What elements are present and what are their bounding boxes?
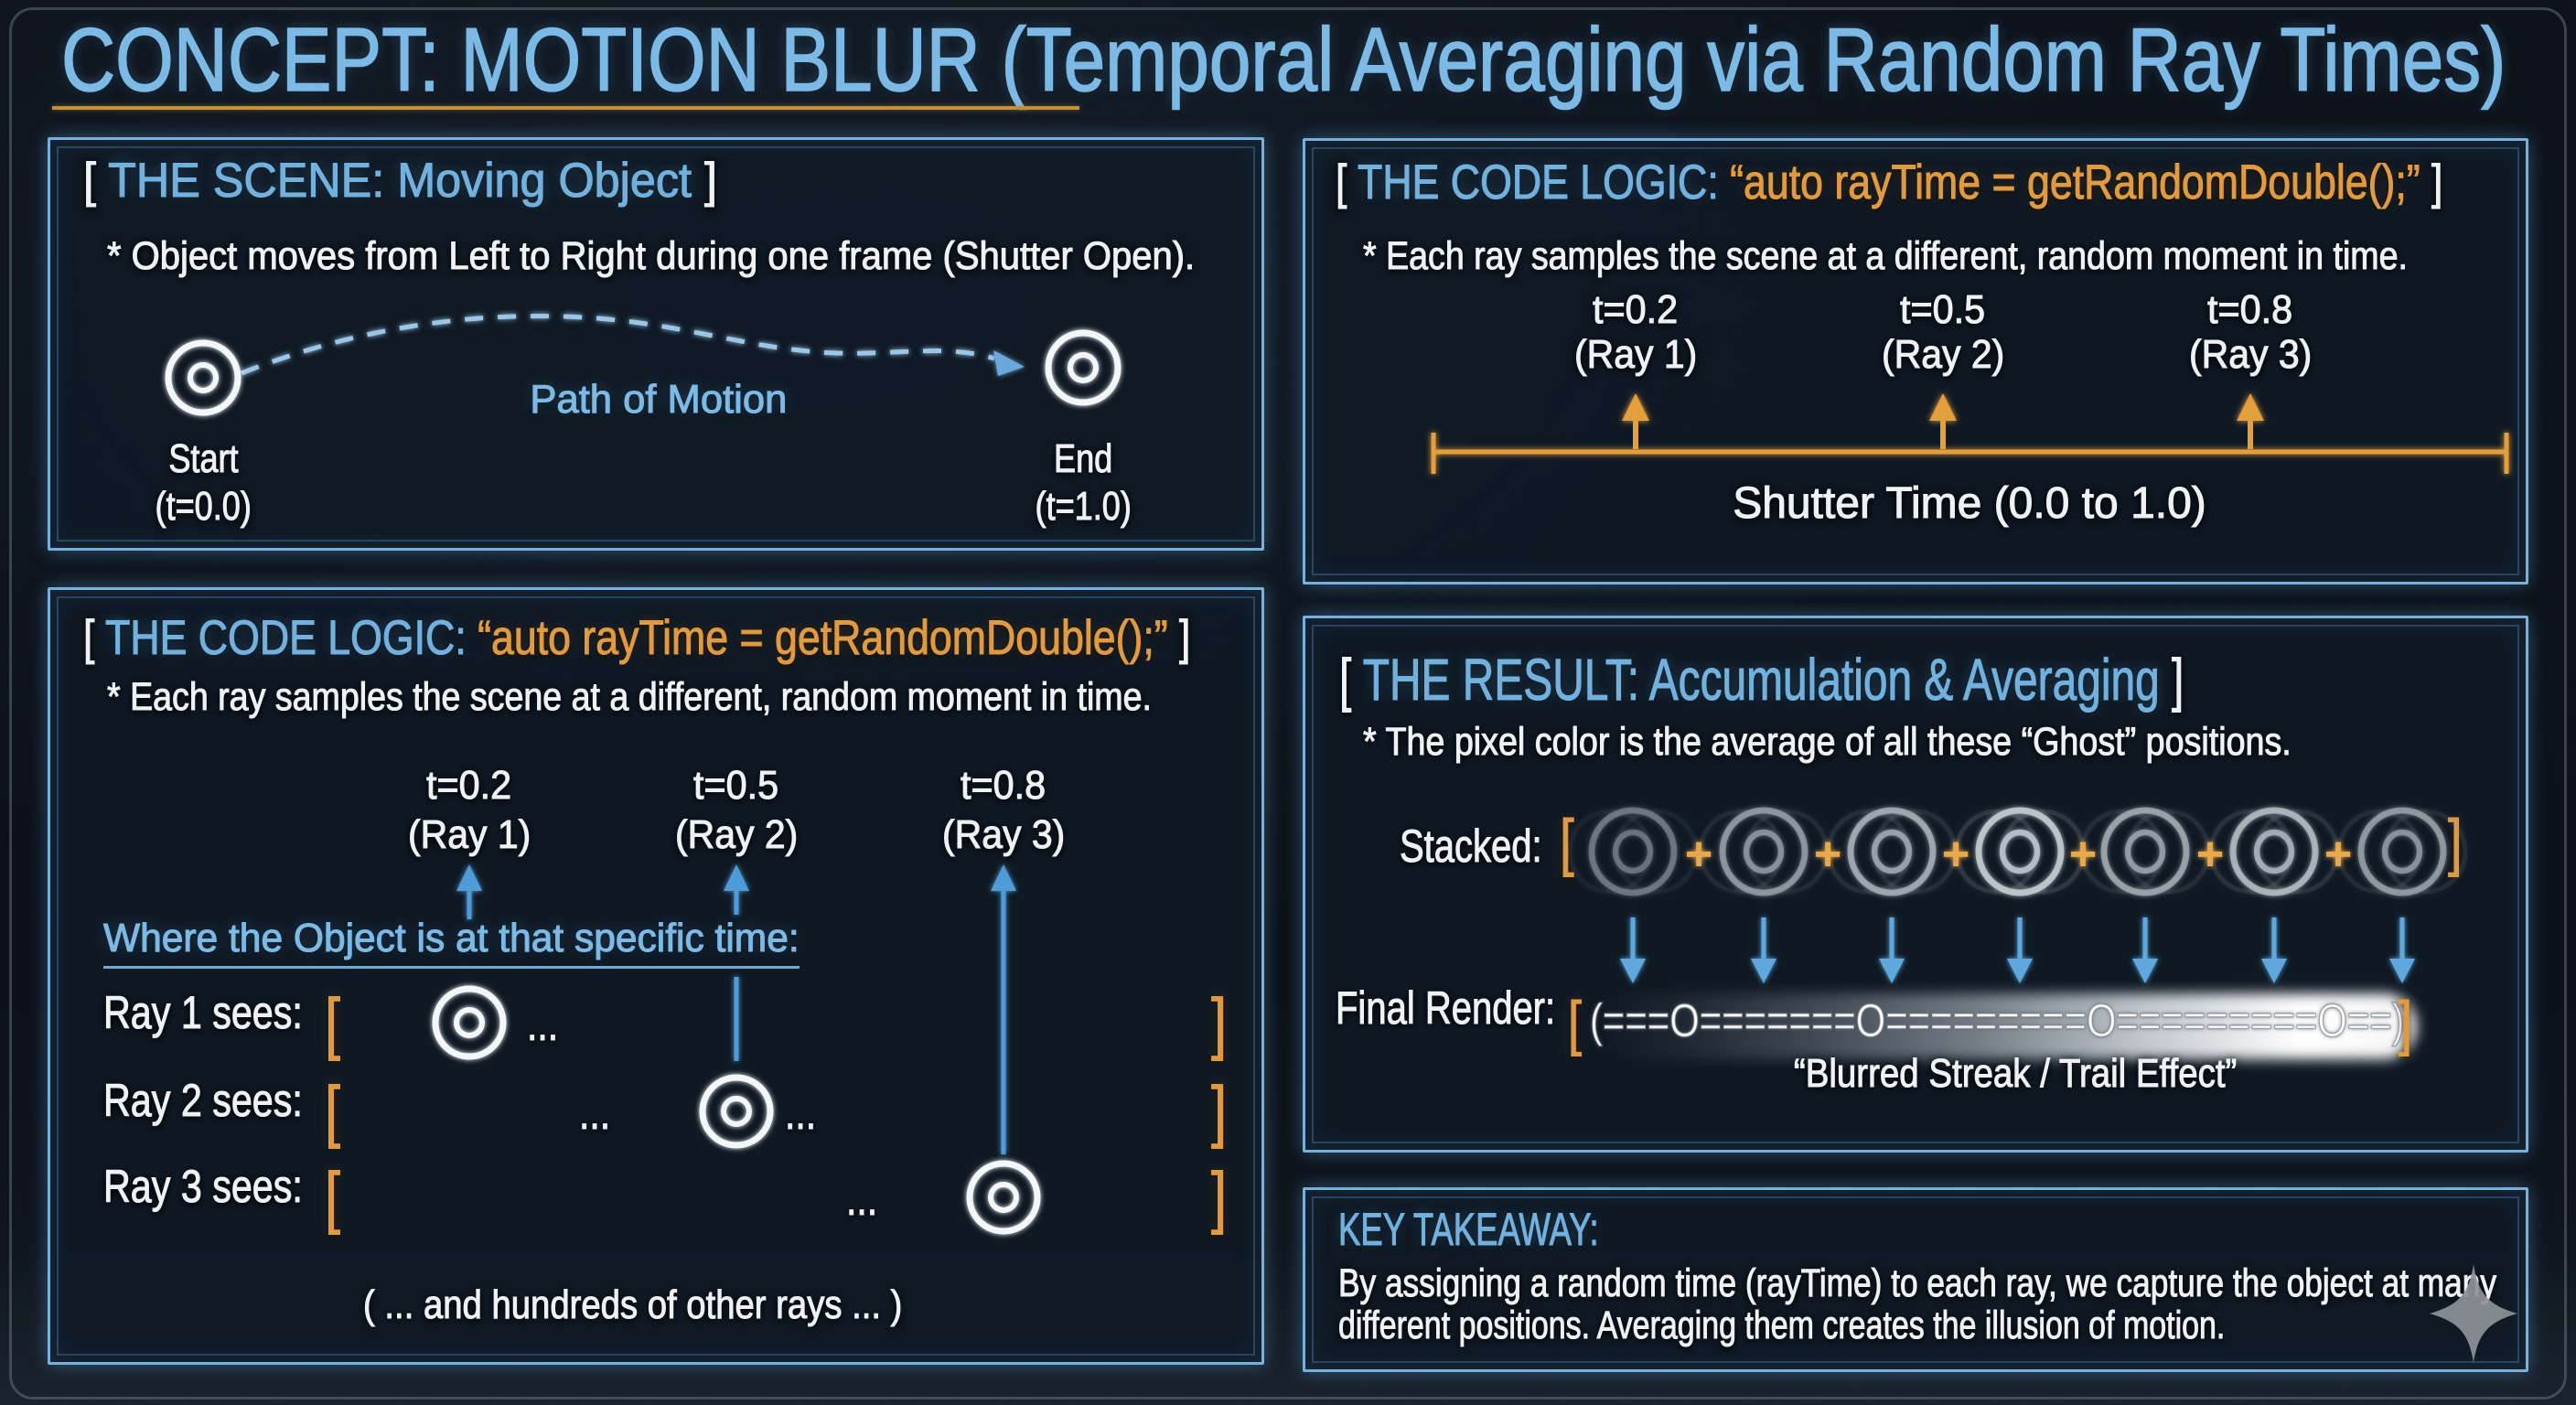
svg-text:+: + — [2196, 828, 2224, 881]
svg-text:+: + — [1685, 828, 1712, 881]
svg-text:+: + — [2069, 828, 2097, 881]
svg-text:+: + — [1814, 828, 1841, 881]
svg-text:+: + — [1942, 828, 1970, 881]
svg-text:+: + — [2324, 828, 2352, 881]
